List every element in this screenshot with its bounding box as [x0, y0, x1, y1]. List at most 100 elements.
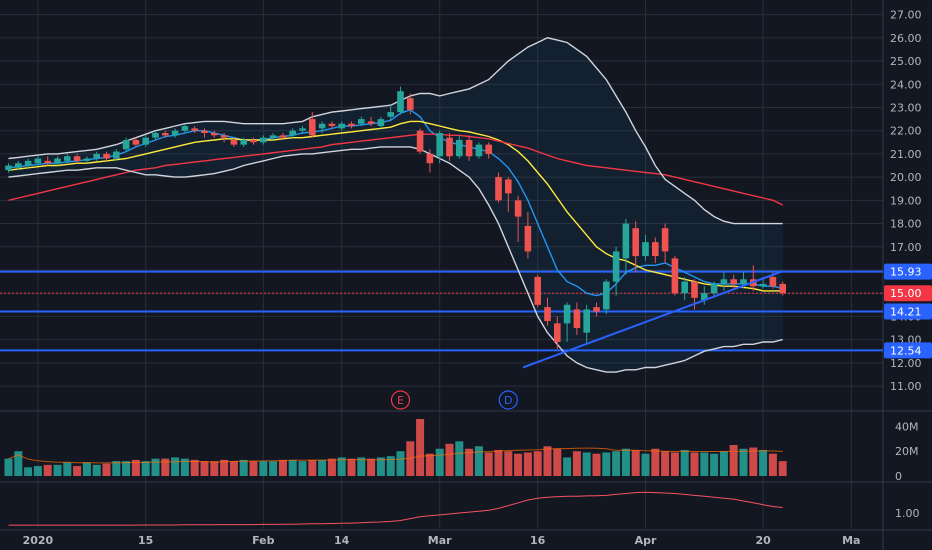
candle-body: [632, 228, 639, 257]
candle: [279, 133, 287, 140]
price-tick-label: 17.00: [890, 241, 922, 254]
price-tick-label: 18.00: [890, 218, 922, 231]
candle: [514, 195, 522, 243]
horizontal-levels[interactable]: [0, 270, 883, 352]
price-tick-label: 26.00: [890, 32, 922, 45]
candle-body: [720, 279, 728, 284]
volume-bar: [239, 459, 248, 476]
candle-body: [416, 130, 424, 152]
event-marker[interactable]: D: [498, 390, 518, 410]
volume-bar: [92, 464, 101, 476]
support-trendline[interactable]: [522, 270, 784, 369]
volume-bar: [533, 451, 542, 476]
volume-bar: [347, 458, 356, 476]
volume-bar: [710, 453, 719, 476]
price-tag-box: [884, 285, 932, 302]
candle-body: [769, 276, 777, 287]
volume-bar: [131, 459, 140, 476]
candle-body: [240, 139, 247, 145]
volume-bar: [298, 461, 307, 476]
volume-bar: [396, 451, 405, 476]
price-series-line: [8, 146, 783, 373]
candle: [103, 151, 110, 161]
candle-body: [260, 137, 267, 143]
candle-body: [573, 309, 581, 329]
candle-body: [309, 119, 316, 136]
price-tick-label: 12.00: [890, 357, 922, 370]
candle-body: [436, 133, 443, 157]
price-tag-label: 15.00: [890, 287, 922, 300]
volume-bar: [151, 458, 160, 476]
volume-bar: [288, 459, 297, 476]
volume-bar: [229, 461, 238, 476]
volume-bar: [190, 459, 199, 476]
candle-body: [426, 153, 434, 164]
price-tag: 15.93: [884, 263, 932, 280]
candle: [211, 130, 218, 138]
indicator-line: [8, 491, 783, 526]
candle-body: [142, 137, 149, 145]
candle: [93, 151, 100, 161]
candle: [544, 297, 551, 326]
candle-body: [563, 304, 571, 324]
event-marker[interactable]: E: [390, 390, 411, 410]
price-tag-label: 15.93: [890, 266, 922, 279]
candle: [612, 246, 620, 296]
candle-body: [318, 123, 326, 129]
candle-body: [113, 151, 120, 159]
candle-body: [152, 133, 159, 138]
price-candles: [5, 86, 786, 349]
volume-bar: [455, 441, 464, 476]
volume-bar: [82, 462, 91, 476]
volume-bar: [63, 462, 72, 476]
volume-bar: [435, 448, 444, 476]
volume-bar: [180, 458, 189, 476]
candle: [309, 112, 316, 138]
candle: [289, 128, 296, 138]
price-tag-box: [884, 263, 932, 280]
time-tick-label: Feb: [252, 534, 275, 547]
volume-bar: [553, 448, 562, 476]
volume-bar: [484, 452, 493, 476]
candle-body: [250, 139, 257, 143]
time-tick-label: Apr: [635, 534, 657, 547]
price-series-line: [8, 120, 783, 292]
candle: [250, 137, 257, 145]
candle-body: [446, 137, 453, 157]
candle: [64, 153, 71, 164]
candle: [485, 142, 492, 159]
candle-body: [759, 283, 767, 287]
event-marker-circle[interactable]: [390, 390, 411, 410]
volume-bar: [621, 448, 630, 476]
trendline[interactable]: [522, 270, 784, 369]
candle-body: [701, 293, 708, 301]
axes[interactable]: 27.00 26.00 25.00 24.00 23.00 22.00 21.00 20.00…: [23, 9, 932, 547]
event-marker-circle[interactable]: [498, 390, 518, 410]
bollinger-band-fill: [8, 37, 783, 373]
candle-body: [358, 119, 365, 124]
candle: [573, 302, 581, 335]
candle-body: [779, 283, 786, 294]
volume-bar: [367, 458, 376, 476]
candle: [220, 133, 228, 143]
candle-body: [162, 133, 169, 136]
candle: [681, 276, 688, 301]
candle-body: [377, 119, 385, 127]
volume-bar: [631, 449, 640, 476]
candle: [5, 163, 12, 173]
volume-bar: [563, 457, 572, 476]
candle-body: [505, 179, 512, 194]
volume-bar: [543, 446, 552, 476]
candle-body: [132, 139, 140, 145]
volume-bar: [53, 464, 62, 476]
volume-bar: [641, 453, 650, 476]
price-tick-label: 22.00: [890, 125, 922, 138]
candle: [73, 153, 81, 164]
candle: [54, 156, 61, 166]
candle: [593, 302, 600, 317]
candle: [779, 281, 786, 296]
candle-body: [603, 281, 610, 310]
volume-bar: [357, 457, 366, 476]
